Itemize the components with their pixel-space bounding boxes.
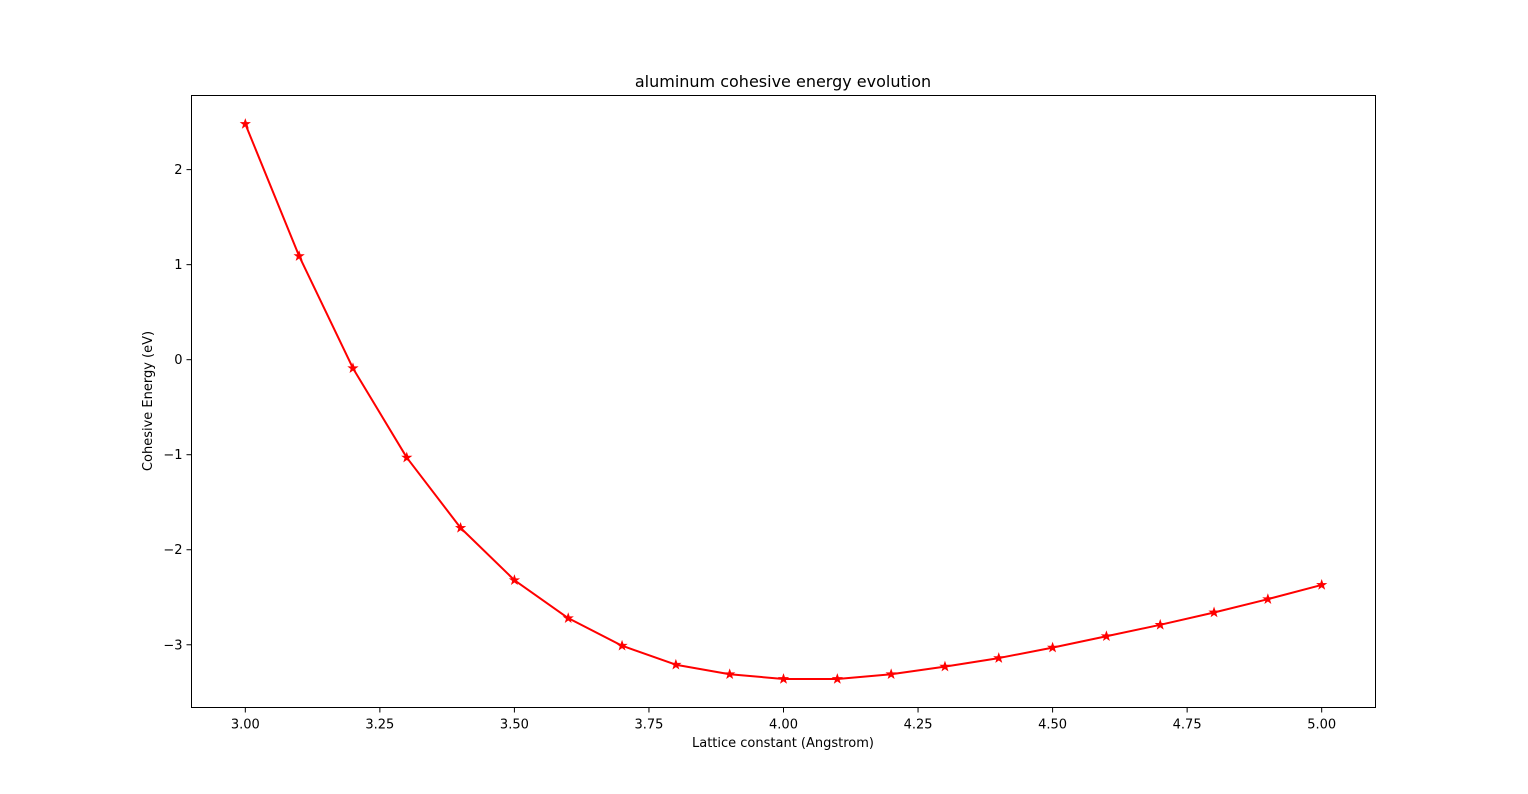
x-axis-ticks: 3.00 3.25 3.50 3.75 4.00 4.25 4.50 4.75 5.00 <box>231 707 1336 733</box>
y-axis-ticks: 2 1 0 −1 −2 −3 <box>163 163 192 653</box>
x-tick-label: 4.75 <box>1173 718 1202 733</box>
data-point-star <box>401 451 413 463</box>
data-point-star <box>993 652 1005 663</box>
y-axis-label: Cohesive Energy (eV) <box>141 331 156 471</box>
data-point-star <box>670 658 682 670</box>
y-tick-label: 0 <box>174 353 182 368</box>
x-tick-label: 4.00 <box>769 718 798 733</box>
data-point-star <box>616 639 628 651</box>
x-axis-label: Lattice constant (Angstrom) <box>692 736 874 751</box>
data-point-star <box>239 118 251 129</box>
data-point-star <box>562 612 574 623</box>
data-point-star <box>1316 578 1328 590</box>
data-point-star <box>777 673 790 684</box>
x-tick-label: 3.75 <box>634 718 663 733</box>
data-point-star <box>454 521 467 533</box>
plot-area-frame <box>191 95 1376 708</box>
data-point-star <box>939 660 951 672</box>
data-point-star <box>724 668 736 680</box>
y-tick-label: −3 <box>163 638 182 653</box>
data-point-star <box>831 673 843 684</box>
data-point-star <box>885 668 897 680</box>
chart-title: aluminum cohesive energy evolution <box>635 72 931 91</box>
plot-data <box>239 118 1328 684</box>
x-tick-label: 3.00 <box>231 718 260 733</box>
data-point-star <box>347 362 359 374</box>
y-tick-label: −2 <box>163 543 182 558</box>
x-tick-label: 3.25 <box>365 718 394 733</box>
data-point-star <box>1100 630 1113 642</box>
x-tick-label: 5.00 <box>1307 718 1336 733</box>
x-tick-label: 4.50 <box>1038 718 1067 733</box>
x-tick-label: 4.25 <box>904 718 933 733</box>
data-point-star <box>293 250 305 261</box>
data-point-star <box>1154 618 1166 630</box>
y-tick-label: 2 <box>174 163 182 178</box>
data-point-star <box>508 574 521 585</box>
data-point-star <box>1262 593 1274 604</box>
y-tick-label: 1 <box>174 258 182 273</box>
data-point-star <box>1046 641 1059 653</box>
x-tick-label: 3.50 <box>500 718 529 733</box>
data-point-star <box>1208 606 1220 618</box>
y-tick-label: −1 <box>163 448 182 463</box>
